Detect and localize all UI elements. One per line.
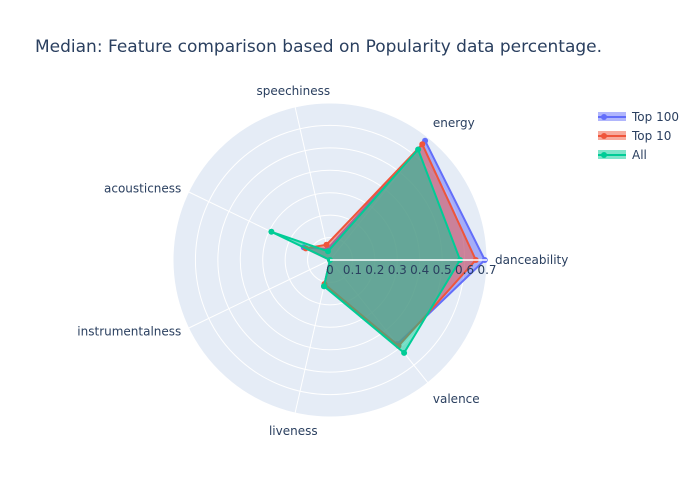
legend-item-top-100[interactable]: Top 100 — [598, 110, 679, 124]
radial-tick-label: 0.1 — [343, 263, 362, 277]
series-area — [270, 148, 462, 354]
radial-tick-label: 0.3 — [388, 263, 407, 277]
axis-label-valence: valence — [433, 392, 480, 406]
legend-marker — [601, 152, 607, 158]
grid-spoke — [188, 259, 331, 329]
series-all — [268, 146, 464, 356]
axis-label-acousticness: acousticness — [104, 181, 181, 195]
legend[interactable]: Top 100 Top 10 All — [598, 110, 679, 162]
axis-label-liveness: liveness — [269, 424, 318, 438]
radial-tick-label: 0 — [326, 263, 334, 277]
legend-item-all[interactable]: All — [598, 148, 647, 162]
radial-ticks: 0 0.1 0.2 0.3 0.4 0.5 0.6 0.7 — [326, 259, 497, 277]
radial-tick-label: 0.6 — [455, 263, 474, 277]
data-point — [325, 248, 332, 255]
legend-label: Top 10 — [631, 129, 671, 143]
axis-label-instrumentalness: instrumentalness — [77, 325, 181, 339]
chart-title: Median: Feature comparison based on Popu… — [35, 37, 602, 57]
legend-marker — [601, 114, 607, 120]
axis-label-danceability: danceability — [495, 253, 568, 267]
grid-spoke — [294, 106, 331, 261]
angular-axis-labels: danceability energy speechiness acousticnes… — [77, 84, 568, 438]
legend-label: Top 100 — [631, 110, 679, 124]
legend-marker — [601, 133, 607, 139]
radial-tick-label: 0.5 — [433, 263, 452, 277]
radial-tick-label: 0.7 — [477, 263, 496, 277]
data-point — [415, 146, 422, 153]
radial-tick-label: 0.4 — [410, 263, 429, 277]
series-layer — [268, 137, 488, 356]
legend-item-top-10[interactable]: Top 10 — [598, 129, 671, 143]
axis-label-speechiness: speechiness — [256, 84, 330, 98]
data-point — [419, 141, 426, 148]
data-point — [401, 349, 408, 356]
axis-label-energy: energy — [433, 116, 475, 130]
data-point — [321, 283, 328, 290]
data-point — [323, 241, 330, 248]
data-point — [268, 228, 275, 235]
legend-label: All — [632, 148, 647, 162]
radial-tick-label: 0.2 — [365, 263, 384, 277]
